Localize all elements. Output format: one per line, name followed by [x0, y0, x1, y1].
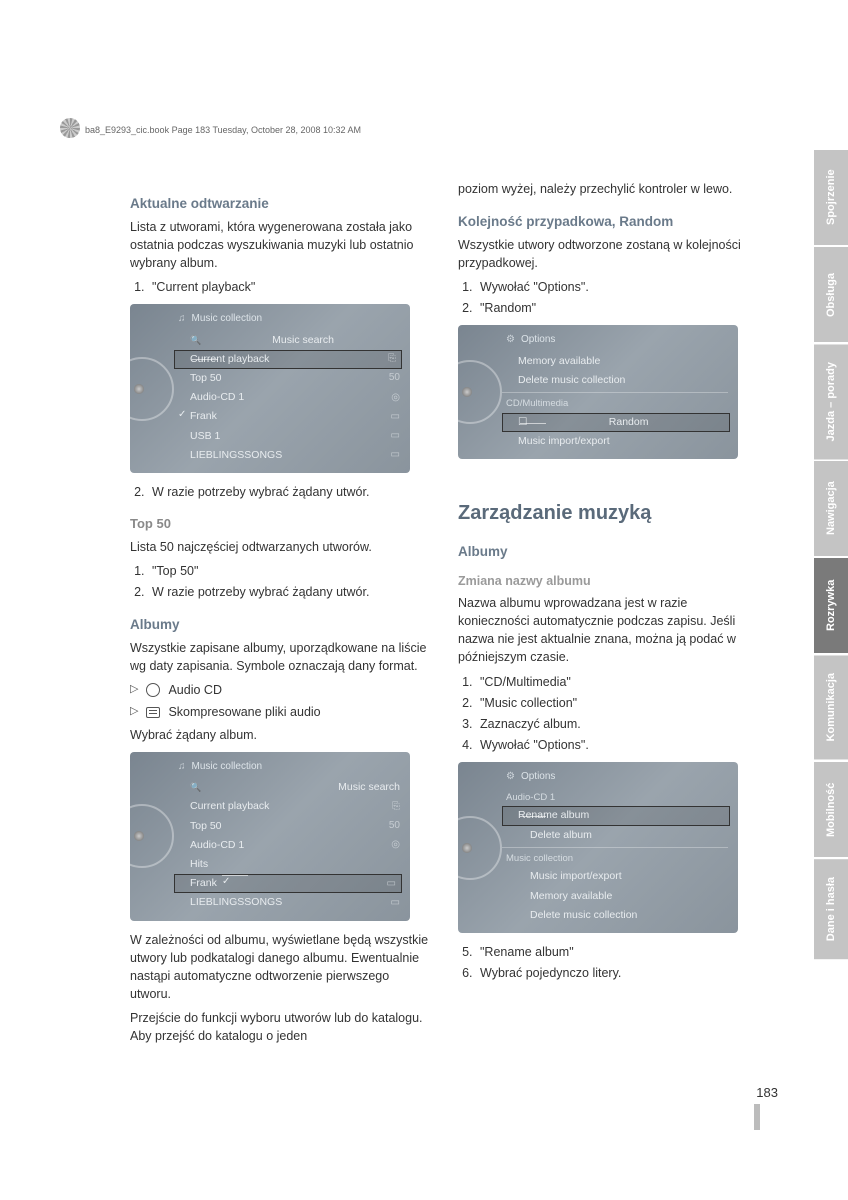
bullet-audio-cd: ▷ Audio CD: [130, 681, 430, 699]
body-text: Przejście do funkcji wyboru utworów lub …: [130, 1009, 430, 1045]
list-item: "Music collection": [476, 694, 758, 712]
screenshot-music-collection-2: ♫Music collection Music search Current p…: [130, 752, 410, 921]
heading-random: Kolejność przypadkowa, Random: [458, 212, 758, 232]
crop-mark-icon: [60, 118, 80, 138]
page-number: 183: [756, 1085, 778, 1100]
list-item: Wybrać pojedynczo litery.: [476, 964, 758, 982]
tab-nawigacja[interactable]: Nawigacja: [814, 461, 848, 556]
heading-albums: Albumy: [130, 615, 430, 635]
screenshot-options-random: ⚙Options Memory available Delete music c…: [458, 325, 738, 459]
list-item: "Top 50": [148, 562, 430, 580]
list-item: Wywołać "Options".: [476, 278, 758, 296]
tab-komunikacja[interactable]: Komunikacja: [814, 655, 848, 759]
heading-music-management: Zarządzanie muzyką: [458, 499, 758, 528]
body-text: Wybrać żądany album.: [130, 726, 430, 744]
list-item: "Random": [476, 299, 758, 317]
page-indicator-bar: [754, 1104, 760, 1130]
list-item: W razie potrzeby wybrać żądany utwór.: [148, 483, 430, 501]
tab-obsluga[interactable]: Obsługa: [814, 247, 848, 342]
body-text: Wszystkie utwory odtworzone zostaną w ko…: [458, 236, 758, 272]
screenshot-options-rename: ⚙Options Audio-CD 1 Rename album Delete …: [458, 762, 738, 933]
file-icon: [146, 707, 160, 718]
disc-icon: [146, 683, 160, 697]
body-text: poziom wyżej, należy przechylić kontrole…: [458, 180, 758, 198]
body-text: Lista 50 najczęściej odtwarzanych utworó…: [130, 538, 430, 556]
right-column: poziom wyżej, należy przechylić kontrole…: [458, 180, 758, 1051]
body-text: Nazwa albumu wprowadzana jest w razie ko…: [458, 594, 758, 667]
left-column: Aktualne odtwarzanie Lista z utworami, k…: [130, 180, 430, 1051]
heading-rename-album: Zmiana nazwy albumu: [458, 572, 758, 590]
heading-albums-2: Albumy: [458, 542, 758, 562]
tab-mobilnosc[interactable]: Mobilność: [814, 762, 848, 857]
body-text: Wszystkie zapisane albumy, uporządkowane…: [130, 639, 430, 675]
body-text: Lista z utworami, która wygenerowana zos…: [130, 218, 430, 272]
bullet-compressed: ▷ Skompresowane pliki audio: [130, 703, 430, 721]
side-tabs: Spojrzenie Obsługa Jazda – porady Nawiga…: [814, 150, 848, 961]
running-head: ba8_E9293_cic.book Page 183 Tuesday, Oct…: [85, 125, 361, 135]
page-content: Aktualne odtwarzanie Lista z utworami, k…: [130, 180, 760, 1051]
screenshot-music-collection-1: ♫Music collection Music search Current p…: [130, 304, 410, 473]
list-item: "Rename album": [476, 943, 758, 961]
list-item: Zaznaczyć album.: [476, 715, 758, 733]
list-item: W razie potrzeby wybrać żądany utwór.: [148, 583, 430, 601]
tab-spojrzenie[interactable]: Spojrzenie: [814, 150, 848, 245]
tab-rozrywka[interactable]: Rozrywka: [814, 558, 848, 653]
list-item: Wywołać "Options".: [476, 736, 758, 754]
tab-jazda[interactable]: Jazda – porady: [814, 344, 848, 459]
heading-top50: Top 50: [130, 515, 430, 534]
body-text: W zależności od albumu, wyświetlane będą…: [130, 931, 430, 1004]
list-item: "CD/Multimedia": [476, 673, 758, 691]
tab-dane[interactable]: Dane i hasła: [814, 859, 848, 959]
list-item: "Current playback": [148, 278, 430, 296]
heading-current-playback: Aktualne odtwarzanie: [130, 194, 430, 214]
